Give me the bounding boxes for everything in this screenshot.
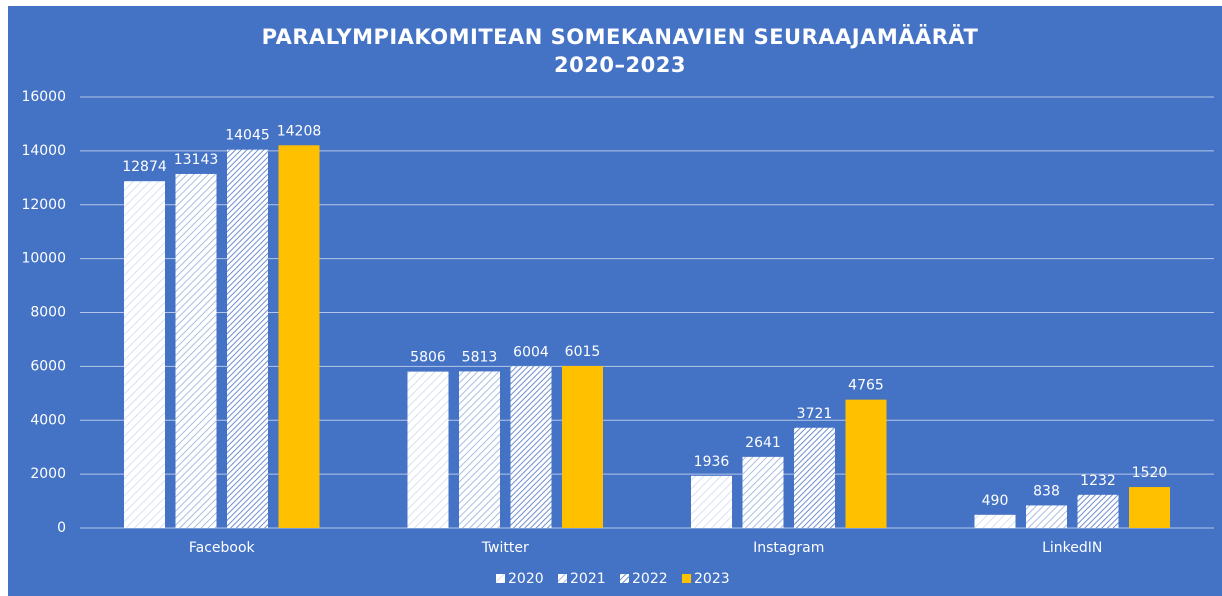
chart-title: 2020–2023 [554, 53, 686, 77]
legend-swatch [682, 574, 691, 583]
legend-swatch [558, 574, 567, 583]
bar [742, 456, 784, 528]
data-label: 6015 [565, 344, 601, 360]
y-tick-label: 10000 [21, 251, 66, 267]
bar [1077, 494, 1119, 528]
x-tick-label: LinkedIN [1042, 540, 1102, 556]
data-label: 5813 [462, 349, 498, 365]
data-label: 838 [1033, 483, 1060, 499]
bar [278, 145, 320, 528]
y-tick-label: 4000 [30, 412, 66, 428]
bar [794, 427, 835, 528]
chart-title: PARALYMPIAKOMITEAN SOMEKANAVIEN SEURAAJA… [262, 24, 979, 49]
legend-swatch [496, 574, 505, 583]
legend-label: 2021 [570, 571, 606, 587]
bar [510, 366, 552, 528]
data-label: 12874 [122, 159, 167, 175]
data-label: 1936 [694, 454, 730, 470]
y-tick-label: 2000 [30, 466, 66, 482]
data-label: 3721 [797, 406, 833, 422]
data-label: 14208 [277, 123, 322, 139]
data-label: 1520 [1132, 465, 1168, 481]
data-label: 1232 [1080, 473, 1116, 489]
x-tick-label: Facebook [189, 540, 256, 556]
y-tick-label: 0 [57, 520, 66, 536]
data-label: 490 [982, 493, 1009, 509]
legend-swatch [620, 574, 629, 583]
data-label: 13143 [174, 152, 219, 168]
bar [124, 181, 165, 529]
data-label: 4765 [848, 378, 884, 394]
legend-label: 2020 [508, 571, 544, 587]
y-tick-label: 16000 [21, 89, 66, 105]
data-label: 6004 [513, 344, 549, 360]
y-tick-label: 12000 [21, 197, 66, 213]
bar [459, 371, 500, 528]
legend-label: 2023 [694, 571, 730, 587]
legend-label: 2022 [632, 571, 668, 587]
bar [691, 475, 732, 528]
bar [227, 149, 268, 528]
bar [562, 365, 603, 528]
bar [1129, 487, 1170, 528]
data-label: 5806 [410, 350, 446, 366]
y-tick-label: 6000 [30, 358, 66, 374]
bar [407, 371, 449, 528]
data-label: 2641 [745, 435, 781, 451]
x-tick-label: Twitter [481, 540, 529, 556]
bar [974, 514, 1016, 528]
y-tick-label: 8000 [30, 305, 66, 321]
x-tick-label: Instagram [753, 540, 824, 556]
data-label: 14045 [225, 128, 270, 144]
bar [1026, 505, 1067, 528]
y-tick-label: 14000 [21, 143, 66, 159]
bar [175, 173, 217, 528]
bar [845, 399, 887, 528]
